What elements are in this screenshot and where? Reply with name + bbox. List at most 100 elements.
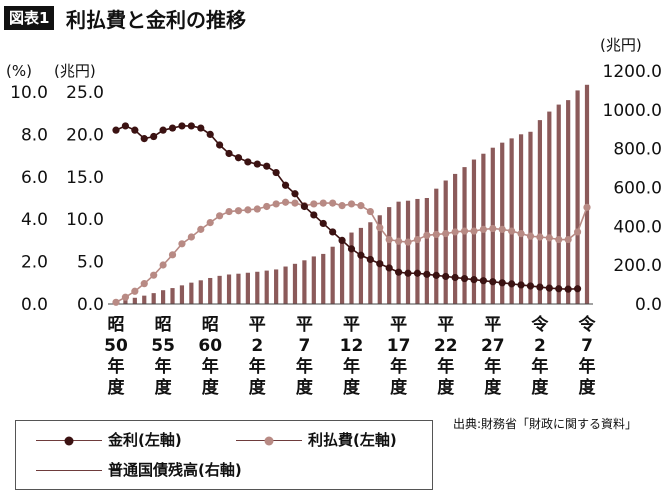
right-tick-label: 800.0 <box>613 140 662 160</box>
bond-bar <box>415 198 420 304</box>
bond-bar <box>547 111 552 304</box>
bond-bar <box>151 293 156 304</box>
rate-point <box>310 211 318 219</box>
legend: 金利(左軸) 利払費(左軸) 普通国債残高(右軸) <box>15 420 433 490</box>
source-note: 出典:財務省「財政に関する資料」 <box>453 417 638 431</box>
interest-cost-point <box>329 199 337 207</box>
rate-point <box>168 124 177 132</box>
rate-point <box>150 132 158 141</box>
x-tick-label: 昭 50 年度 <box>104 315 128 398</box>
rate-point <box>225 149 233 158</box>
interest-cost-point <box>489 224 497 233</box>
left-cost-tick-label: 5.0 <box>77 253 104 273</box>
x-tick-label: 平 7 年度 <box>296 315 314 398</box>
rate-point <box>112 126 120 134</box>
x-tick-label: 令 2 年度 <box>531 314 549 398</box>
rate-point <box>131 126 139 134</box>
bond-bar <box>462 167 467 304</box>
bond-bar <box>537 120 542 305</box>
interest-cost-point <box>319 199 327 207</box>
left-cost-unit-label: (兆円) <box>54 62 96 80</box>
bond-bar <box>179 285 185 304</box>
bond-bar <box>123 299 128 304</box>
bond-bar <box>377 215 382 304</box>
rate-line <box>115 125 578 290</box>
rate-point <box>460 274 469 283</box>
interest-cost-point <box>121 293 130 301</box>
rate-point <box>432 271 440 279</box>
legend-interest-label: 利払費(左軸) <box>308 431 397 449</box>
interest-cost-point <box>347 200 356 208</box>
rate-point <box>442 272 450 281</box>
right-tick-label: 200.0 <box>613 256 662 276</box>
legend-item-interest: 利払費(左軸) <box>236 429 397 450</box>
rate-point <box>291 190 299 198</box>
bond-bar <box>161 290 166 304</box>
interest-cost-point <box>140 280 148 288</box>
bond-bar <box>142 295 147 304</box>
rate-point <box>498 279 506 287</box>
left-cost-tick-label: 0.0 <box>77 295 104 315</box>
bond-bar <box>584 84 590 304</box>
bond-bar <box>443 180 448 304</box>
rate-point <box>366 255 374 264</box>
line-series <box>112 122 591 306</box>
right-tick-label: 1000.0 <box>603 101 662 121</box>
chart-area: 0.0 2.0 4.0 6.0 8.0 10.0 0.0 5.0 10.0 15.0 20.0 25.… <box>6 36 662 398</box>
interest-cost-point <box>479 225 487 233</box>
bond-bar <box>424 197 429 304</box>
rate-point <box>253 160 261 168</box>
interest-cost-point <box>545 234 553 242</box>
x-tick-label: 平 27 年度 <box>481 315 505 398</box>
interest-cost-point <box>272 200 280 208</box>
rate-point <box>395 268 403 276</box>
rate-point <box>517 281 525 289</box>
interest-cost-point <box>517 230 525 238</box>
right-unit-label: (兆円) <box>600 36 642 54</box>
left-rate-unit-label: (%) <box>6 62 32 80</box>
interest-cost-point <box>573 228 582 236</box>
rate-point <box>178 122 186 130</box>
bond-bar <box>302 260 307 304</box>
bond-bar <box>349 232 354 304</box>
interest-cost-point <box>234 207 243 215</box>
legend-rate-swatch <box>36 436 102 445</box>
bond-bar <box>217 275 222 304</box>
rate-point <box>413 269 422 277</box>
bond-bar <box>330 246 335 304</box>
x-tick-label: 平 17 年度 <box>387 315 411 398</box>
interest-cost-point <box>555 235 563 244</box>
bond-bar <box>264 270 269 304</box>
rate-point <box>300 202 308 211</box>
bond-bar <box>358 227 364 304</box>
bond-bar <box>274 269 279 304</box>
interest-cost-point <box>395 237 403 245</box>
rate-point <box>272 168 280 177</box>
rate-point <box>159 126 167 134</box>
bond-bar <box>245 272 250 304</box>
bond-bar <box>339 239 345 304</box>
bond-bar <box>509 138 514 304</box>
x-tick-label: 昭 60 年度 <box>198 315 222 398</box>
bond-bar <box>292 263 298 304</box>
interest-cost-point <box>253 205 261 213</box>
bond-bar <box>556 104 561 304</box>
interest-cost-point <box>583 203 591 211</box>
interest-cost-point <box>168 251 177 259</box>
bond-bar <box>405 200 411 304</box>
rate-point <box>385 264 393 272</box>
interest-cost-point <box>197 225 205 233</box>
legend-bonds-label: 普通国債残高(右軸) <box>108 461 242 479</box>
right-tick-label: 0.0 <box>635 295 662 315</box>
bond-bar <box>189 282 194 304</box>
interest-cost-point <box>536 233 544 241</box>
x-tick-label: 平 12 年度 <box>340 315 364 398</box>
interest-cost-point <box>131 287 139 295</box>
rate-point <box>121 122 130 130</box>
legend-interest-swatch <box>236 436 302 445</box>
rate-point <box>140 135 148 143</box>
legend-item-rate: 金利(左軸) <box>36 429 182 450</box>
bond-bar <box>321 253 326 304</box>
rate-point <box>470 276 478 284</box>
rate-point <box>564 285 572 293</box>
